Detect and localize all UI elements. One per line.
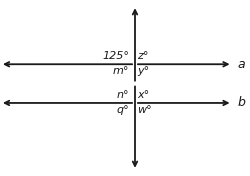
Text: x°: x° — [137, 90, 149, 100]
Text: q°: q° — [117, 105, 130, 115]
Text: y°: y° — [137, 66, 149, 76]
Text: a: a — [238, 58, 245, 71]
Text: m°: m° — [113, 66, 130, 76]
Text: z°: z° — [137, 51, 149, 61]
Text: n°: n° — [117, 90, 130, 100]
Text: w°: w° — [137, 105, 152, 115]
Text: 125°: 125° — [102, 51, 130, 61]
Text: b: b — [238, 96, 246, 109]
